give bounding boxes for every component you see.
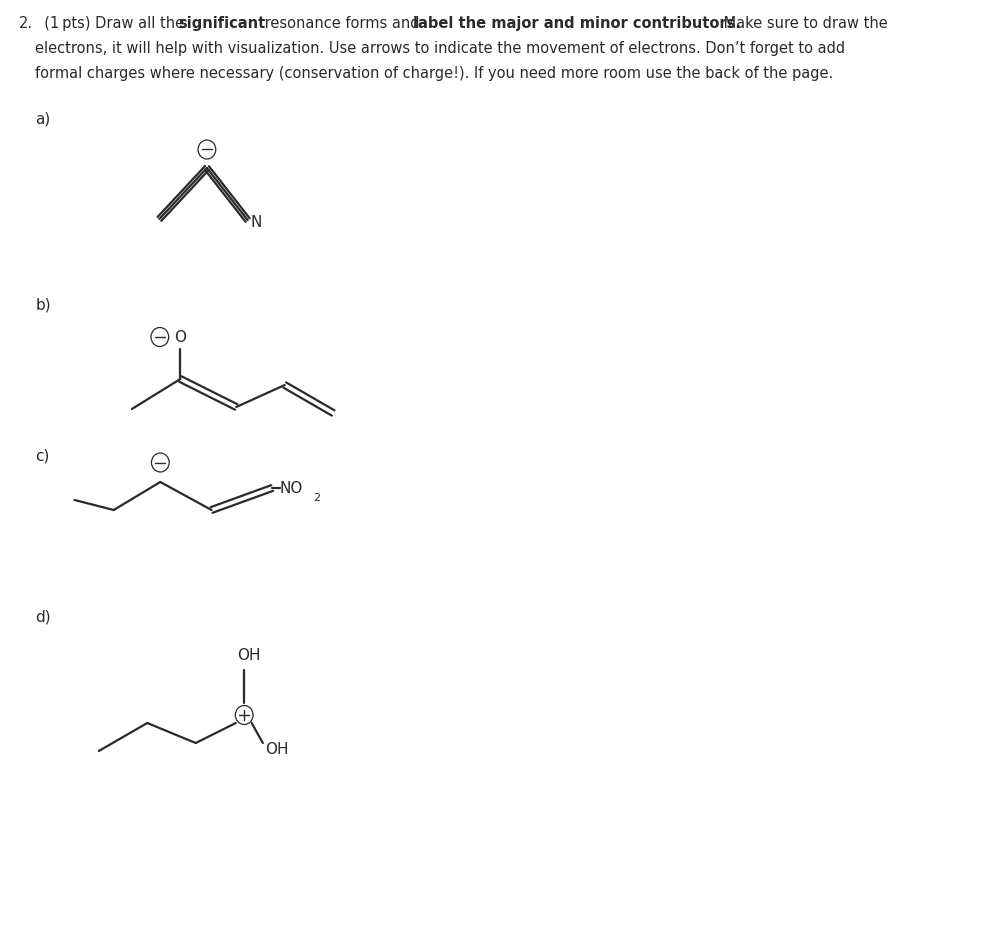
- Text: 2.: 2.: [19, 16, 33, 31]
- Text: (1 pts) Draw all the: (1 pts) Draw all the: [36, 16, 189, 31]
- Text: significant: significant: [178, 16, 266, 31]
- Text: resonance forms and: resonance forms and: [260, 16, 424, 31]
- Text: OH: OH: [265, 743, 288, 757]
- Text: b): b): [36, 298, 51, 313]
- Text: NO: NO: [280, 481, 303, 496]
- Text: formal charges where necessary (conservation of charge!). If you need more room : formal charges where necessary (conserva…: [36, 66, 834, 81]
- Text: N: N: [250, 215, 262, 230]
- Text: O: O: [174, 330, 186, 345]
- Text: OH: OH: [237, 648, 260, 662]
- Text: label the major and minor contributors.: label the major and minor contributors.: [413, 16, 741, 31]
- Text: d): d): [36, 610, 51, 625]
- Text: Make sure to draw the: Make sure to draw the: [719, 16, 887, 31]
- Text: electrons, it will help with visualization. Use arrows to indicate the movement : electrons, it will help with visualizati…: [36, 41, 846, 56]
- Text: 2: 2: [313, 492, 320, 503]
- Text: c): c): [36, 448, 50, 463]
- Text: a): a): [36, 112, 51, 127]
